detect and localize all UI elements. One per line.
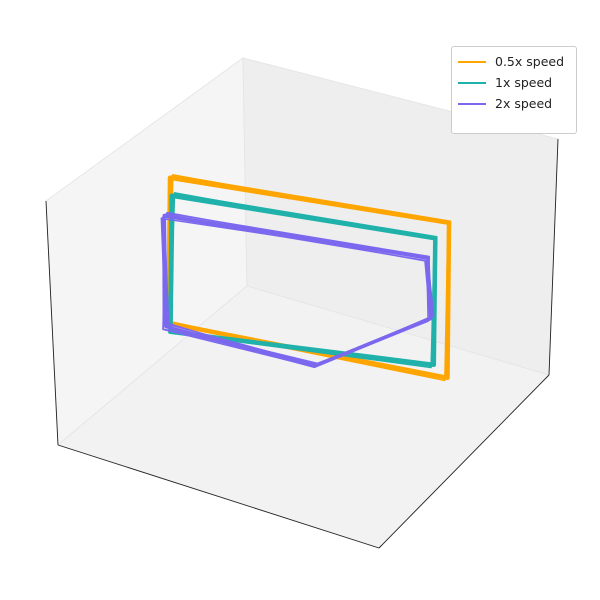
legend-item-2: 2x speed <box>458 93 576 114</box>
legend: 0.5x speed 1x speed 2x speed <box>451 46 577 134</box>
legend-item-0: 0.5x speed <box>458 51 576 72</box>
right-axis-line <box>378 374 550 549</box>
legend-label-0: 0.5x speed <box>495 54 565 69</box>
legend-swatch-0 <box>458 60 486 63</box>
series-1-trace-2 <box>171 192 435 369</box>
series-2-trace-1 <box>163 212 430 368</box>
back-right-axis-line <box>548 138 559 376</box>
bottom-axis-line <box>57 444 380 549</box>
left-axis-line <box>45 200 59 446</box>
legend-label-2: 2x speed <box>495 96 553 111</box>
series-2-trace-5 <box>160 213 435 368</box>
legend-swatch-1 <box>458 81 486 84</box>
legend-label-1: 1x speed <box>495 75 553 90</box>
legend-item-1: 1x speed <box>458 72 576 93</box>
legend-swatch-2 <box>458 102 486 105</box>
trajectory-traces <box>160 174 452 382</box>
